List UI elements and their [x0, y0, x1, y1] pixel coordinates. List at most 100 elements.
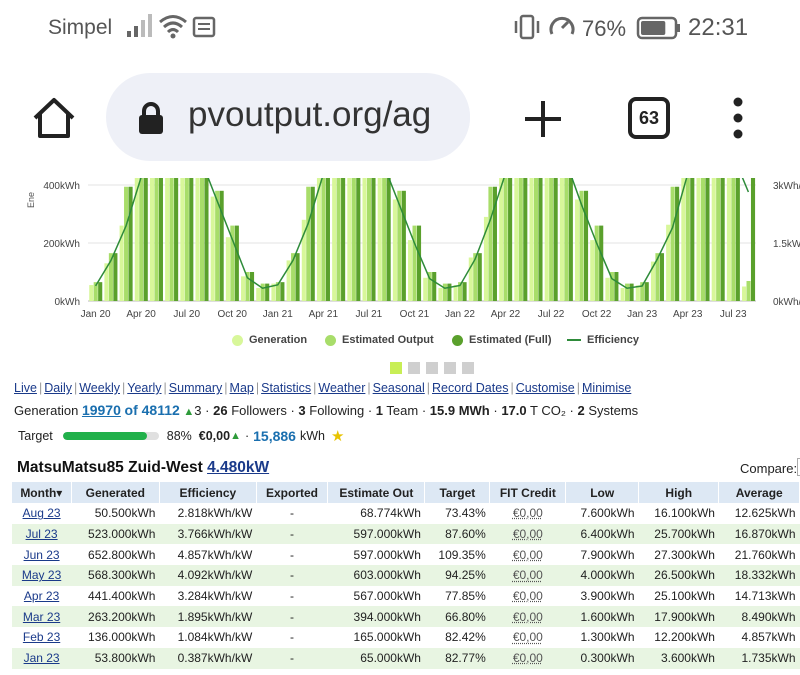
- status-bar: Simpel 76% 22:31: [0, 0, 800, 58]
- nav-link-yearly[interactable]: Yearly: [127, 381, 162, 395]
- table-cell: 94.25%: [424, 565, 490, 586]
- nav-link-statistics[interactable]: Statistics: [261, 381, 312, 395]
- nav-link-record-dates[interactable]: Record Dates: [432, 381, 509, 395]
- nav-separator: |: [313, 381, 317, 395]
- fit-credit-value: €0,00: [512, 630, 543, 645]
- x-tick-label: Apr 20: [126, 309, 156, 320]
- pager-dot[interactable]: [444, 362, 456, 374]
- nav-link-customise[interactable]: Customise: [515, 381, 575, 395]
- compare-select[interactable]: [797, 458, 800, 476]
- nav-link-seasonal[interactable]: Seasonal: [372, 381, 425, 395]
- systems-label[interactable]: Systems: [588, 403, 639, 418]
- fit-credit-value: €0,00: [512, 506, 543, 521]
- month-link[interactable]: Feb 23: [22, 630, 61, 645]
- bar-estimated-full-: [508, 178, 513, 301]
- column-header: Average: [718, 482, 800, 503]
- bar-generation: [377, 178, 382, 301]
- month-link[interactable]: Jun 23: [23, 547, 60, 562]
- pager-dot[interactable]: [462, 362, 474, 374]
- month-link[interactable]: Jul 23: [25, 527, 58, 542]
- data-saver-icon: [549, 16, 575, 35]
- nav-link-daily[interactable]: Daily: [44, 381, 72, 395]
- browser-toolbar: pvoutput.org/ag 63: [0, 58, 800, 178]
- table-cell: 7.900kWh: [580, 547, 635, 562]
- home-icon[interactable]: [30, 94, 78, 142]
- table-cell: -: [256, 647, 328, 669]
- followers-label[interactable]: Followers: [231, 403, 287, 418]
- table-row: Feb 23 136.000kWh 1.084kWh/kW - 165.000kWh 82…: [12, 627, 800, 648]
- bar-estimated-full-: [629, 283, 634, 301]
- vibrate-icon: [514, 14, 540, 40]
- x-tick-label: Jan 21: [263, 309, 293, 320]
- bar-estimated-full-: [568, 178, 573, 301]
- plus-icon[interactable]: [522, 98, 564, 140]
- table-cell: 7.600kWh: [580, 506, 635, 521]
- y2-tick-label: 0kWh/: [773, 297, 800, 308]
- monthly-table: Month▾ Generated Efficiency Exported Estimat…: [12, 482, 800, 669]
- fit-credit-cell: €0,00: [490, 544, 566, 565]
- bar-estimated-output: [154, 178, 159, 301]
- bar-estimated-output: [124, 186, 129, 301]
- overflow-menu-icon[interactable]: [728, 96, 748, 140]
- column-header[interactable]: Month▾: [12, 482, 72, 503]
- x-tick-label: Apr 23: [673, 309, 703, 320]
- month-link[interactable]: May 23: [21, 568, 62, 583]
- legend-estimated-output[interactable]: Estimated Output: [325, 334, 434, 346]
- bar-generation: [332, 178, 337, 301]
- month-link[interactable]: Aug 23: [22, 506, 61, 521]
- url-bar[interactable]: pvoutput.org/ag: [106, 73, 470, 161]
- table-cell: 4.857kWh: [741, 630, 796, 645]
- fit-credit-value: €0,00: [512, 527, 543, 542]
- tabs-icon[interactable]: 63: [628, 97, 670, 139]
- bar-generation: [711, 178, 716, 301]
- target-progress-fill: [62, 432, 148, 440]
- carrier-name: Simpel: [48, 16, 113, 39]
- legend-estimated-full[interactable]: Estimated (Full): [452, 334, 552, 346]
- bar-estimated-full-: [720, 178, 725, 301]
- bar-estimated-full-: [432, 272, 437, 301]
- fit-credit-value: €0,00: [512, 609, 543, 624]
- efficiency-line: [94, 178, 750, 290]
- x-tick-label: Apr 22: [491, 309, 521, 320]
- nav-link-weather[interactable]: Weather: [318, 381, 366, 395]
- bar-estimated-full-: [310, 186, 315, 301]
- month-link[interactable]: Jan 23: [23, 651, 60, 666]
- month-link[interactable]: Apr 23: [23, 589, 60, 604]
- nav-link-live[interactable]: Live: [14, 381, 37, 395]
- month-link[interactable]: Mar 23: [22, 609, 61, 624]
- following-label[interactable]: Following: [309, 403, 365, 418]
- bar-generation: [104, 263, 109, 301]
- table-cell: 6.400kWh: [565, 523, 639, 545]
- bar-generation: [119, 225, 124, 301]
- nav-link-weekly[interactable]: Weekly: [79, 381, 120, 395]
- bar-estimated-output: [579, 190, 584, 301]
- table-cell: 18.332kWh: [718, 565, 800, 586]
- bar-estimated-full-: [128, 186, 133, 301]
- bar-estimated-output: [564, 178, 569, 301]
- legend-generation[interactable]: Generation: [232, 334, 307, 346]
- pager-dot[interactable]: [390, 362, 402, 374]
- bar-estimated-full-: [523, 178, 528, 301]
- pager-dot[interactable]: [426, 362, 438, 374]
- rank-link[interactable]: 19970: [81, 402, 121, 418]
- system-size-link[interactable]: 4.480kW: [207, 459, 270, 476]
- nav-link-summary[interactable]: Summary: [168, 381, 223, 395]
- pager-dot[interactable]: [408, 362, 420, 374]
- bar-estimated-output: [291, 253, 296, 301]
- bar-estimated-full-: [295, 253, 300, 301]
- bar-generation: [483, 216, 489, 301]
- legend-efficiency[interactable]: Efficiency: [567, 334, 639, 346]
- legend-label: Estimated Output: [342, 334, 434, 346]
- bar-estimated-output: [336, 178, 341, 301]
- team-label[interactable]: Team: [386, 403, 419, 418]
- y-axis-label: Ene: [26, 192, 36, 208]
- star-icon[interactable]: ★: [330, 428, 345, 445]
- bar-estimated-full-: [386, 178, 391, 301]
- bar-estimated-full-: [690, 178, 695, 301]
- y-tick-label: 400kWh: [43, 181, 80, 192]
- table-cell: -: [290, 589, 294, 604]
- table-cell: 82.42%: [445, 630, 486, 645]
- mwh-unit: MWh: [458, 403, 490, 418]
- nav-link-map[interactable]: Map: [229, 381, 254, 395]
- nav-link-minimise[interactable]: Minimise: [582, 381, 632, 395]
